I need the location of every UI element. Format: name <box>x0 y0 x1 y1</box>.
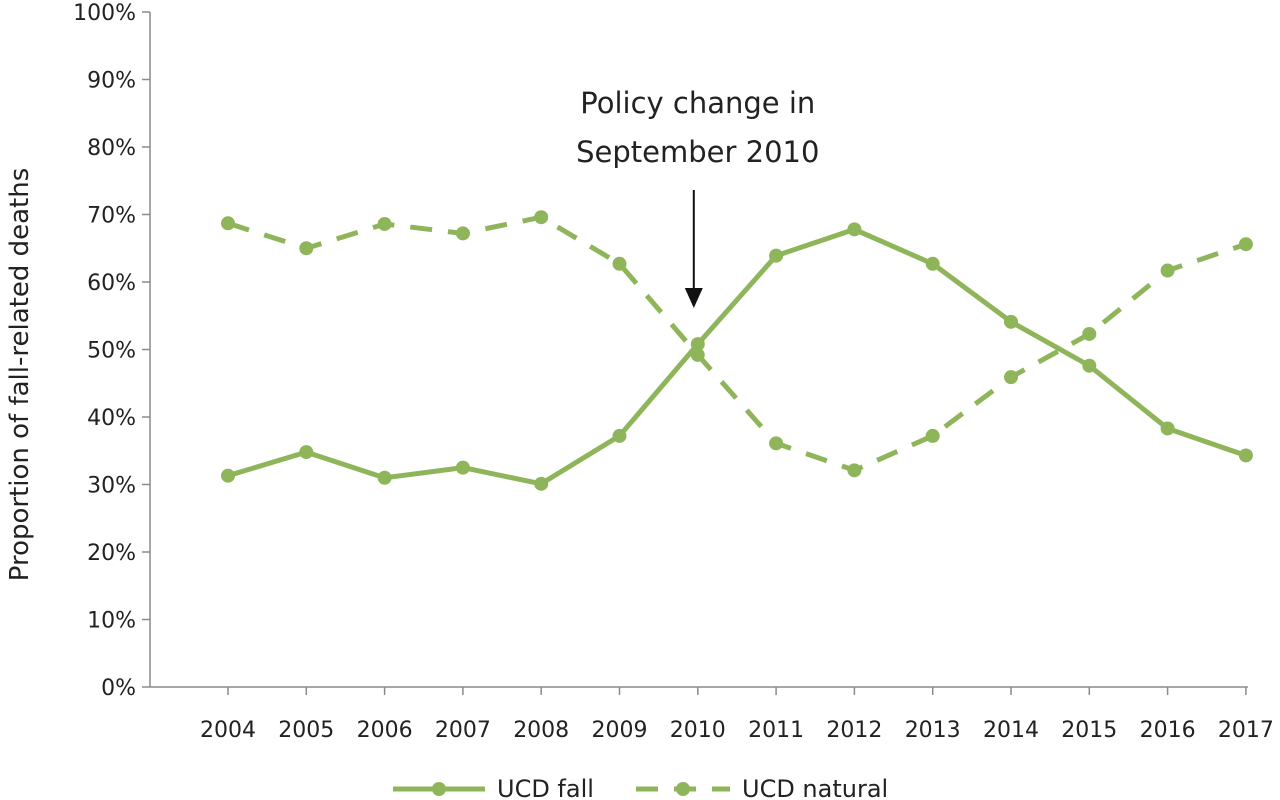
data-point <box>847 222 862 237</box>
data-point <box>1238 237 1253 252</box>
legend-marker-ucd-fall <box>432 782 446 796</box>
data-point <box>925 428 940 443</box>
policy-annotation: Policy change in September 2010 <box>576 86 819 308</box>
legend-label-ucd-natural: UCD natural <box>742 775 888 800</box>
series-line <box>227 226 1247 487</box>
data-point <box>534 210 549 225</box>
data-point <box>1004 314 1018 329</box>
legend-item-ucd-fall: UCD fall <box>393 775 594 800</box>
x-tick-label: 2015 <box>1061 718 1117 743</box>
x-axis: 2004 2005 2006 2007 2008 2009 2010 2011 2012 2013… <box>150 686 1274 743</box>
y-tick-label: 80% <box>87 136 136 161</box>
x-tick-label: 2012 <box>826 718 882 743</box>
data-point <box>221 468 235 483</box>
data-point <box>612 256 627 271</box>
x-tick-label: 2007 <box>435 718 491 743</box>
data-point <box>925 256 940 271</box>
data-point <box>690 347 705 362</box>
annotation-line-1: Policy change in <box>580 86 815 120</box>
y-tick-label: 60% <box>87 271 136 296</box>
data-point <box>1082 358 1097 373</box>
y-tick-label: 10% <box>87 609 136 634</box>
series-layer <box>221 210 1253 491</box>
y-tick-label: 50% <box>87 339 136 364</box>
data-point <box>1160 263 1175 278</box>
y-tick-label: 30% <box>87 474 136 499</box>
y-axis-title: Proportion of fall-related deaths <box>5 168 35 582</box>
data-point <box>1004 370 1018 385</box>
legend-item-ucd-natural: UCD natural <box>636 775 888 800</box>
x-tick-label: 2016 <box>1140 718 1196 743</box>
series-ucd-fall <box>221 222 1253 491</box>
y-tick-label: 90% <box>87 69 136 94</box>
data-point <box>1238 448 1253 463</box>
data-point <box>534 476 549 491</box>
x-tick-label: 2010 <box>670 718 726 743</box>
data-point <box>769 436 784 451</box>
data-point <box>299 241 314 256</box>
y-tick-label: 0% <box>101 676 136 701</box>
data-point <box>1160 421 1175 436</box>
series-ucd-natural <box>221 210 1253 478</box>
data-point <box>299 445 314 460</box>
legend-marker-ucd-natural <box>676 782 690 796</box>
y-tick-label: 100% <box>73 1 136 26</box>
data-point <box>377 216 392 231</box>
data-point <box>221 216 235 231</box>
annotation-arrow-head <box>684 288 703 308</box>
legend-label-ucd-fall: UCD fall <box>497 775 594 800</box>
x-tick-label: 2017 <box>1218 718 1274 743</box>
x-tick-label: 2004 <box>200 718 256 743</box>
x-tick-label: 2008 <box>513 718 569 743</box>
legend: UCD fall UCD natural <box>393 775 888 800</box>
y-tick-label: 40% <box>87 406 136 431</box>
data-point <box>690 337 705 352</box>
annotation-line-2: September 2010 <box>576 135 819 169</box>
data-point <box>612 428 627 443</box>
y-tick-label: 20% <box>87 541 136 566</box>
x-tick-label: 2011 <box>748 718 804 743</box>
x-tick-label: 2005 <box>278 718 334 743</box>
data-point <box>455 460 470 475</box>
x-tick-label: 2009 <box>592 718 648 743</box>
x-tick-label: 2014 <box>983 718 1039 743</box>
y-tick-label: 70% <box>87 204 136 229</box>
y-axis: 0% 10% 20% 30% 40% 50% 60% 70% 80% 90% 100% <box>73 1 151 701</box>
series-line <box>227 214 1247 473</box>
data-point <box>455 226 470 241</box>
x-tick-label: 2013 <box>905 718 961 743</box>
data-point <box>847 463 862 478</box>
data-point <box>1082 326 1097 341</box>
x-tick-label: 2006 <box>357 718 413 743</box>
data-point <box>769 248 784 263</box>
data-point <box>377 470 392 485</box>
